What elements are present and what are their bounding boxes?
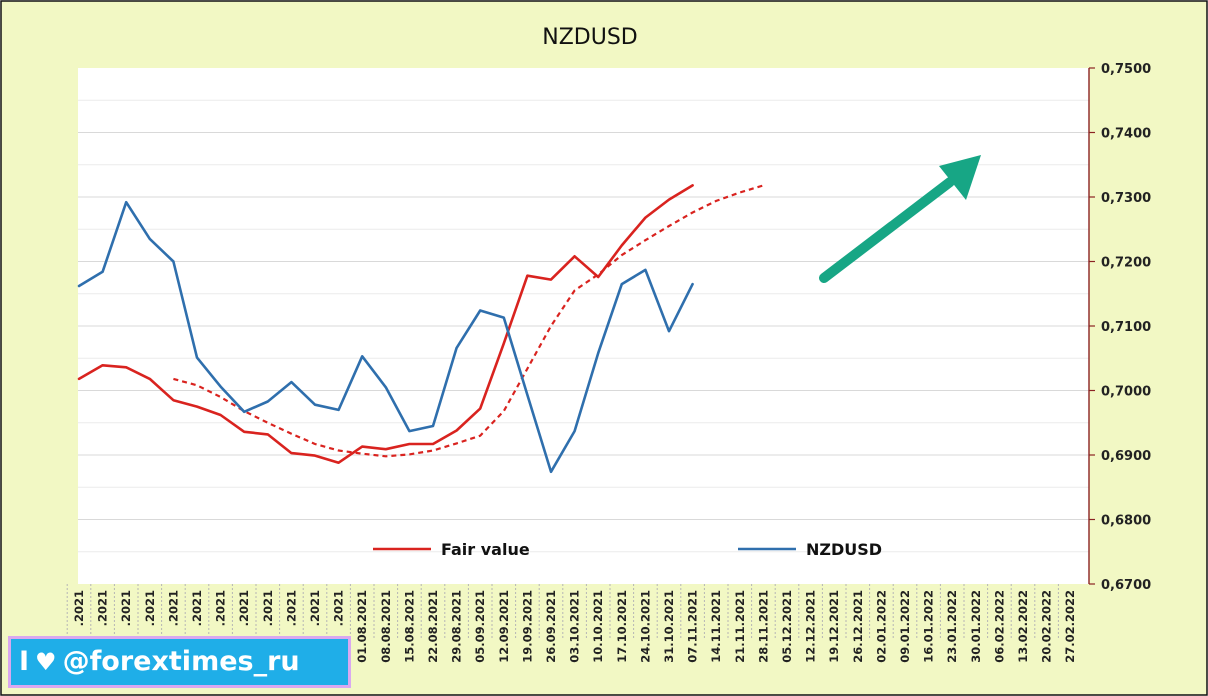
y-tick-label: 0,6800 <box>1101 514 1151 529</box>
x-tick-label: 21.11.2021 <box>733 590 747 663</box>
x-tick-label: 05.12.2021 <box>780 590 794 663</box>
arrow-shaft <box>819 177 955 283</box>
x-tick-label: .2021 <box>214 590 228 626</box>
x-tick-label: .2021 <box>166 590 180 626</box>
x-tick-label: 27.02.2022 <box>1063 590 1077 663</box>
series-line-fair-value <box>77 184 694 464</box>
series-line-dashed-trend <box>173 184 764 458</box>
x-tick-label: 30.01.2022 <box>969 590 983 663</box>
x-tick-label: 02.01.2022 <box>874 590 888 663</box>
y-tick-label: 0,7300 <box>1101 191 1151 206</box>
x-tick-label: 13.02.2022 <box>1016 590 1030 663</box>
x-tick-label: 06.02.2022 <box>992 590 1006 663</box>
heart-icon: ♥ <box>35 648 57 676</box>
x-tick-label: 14.11.2021 <box>709 590 723 663</box>
watermark-prefix: I <box>19 646 30 677</box>
x-tick-label: 24.10.2021 <box>638 590 652 663</box>
x-tick-label: .2021 <box>308 590 322 626</box>
x-tick-label: 10.10.2021 <box>591 590 605 663</box>
x-tick-separators <box>66 584 1059 640</box>
x-tick-label: 26.09.2021 <box>544 590 558 663</box>
chart-title: NZDUSD <box>542 25 637 50</box>
trend-arrow-icon <box>819 155 981 283</box>
x-tick-label: 12.12.2021 <box>804 590 818 663</box>
x-axis: .2021 .2021 .2021 .2021 .2021 .2021 .2021 .2021… <box>72 590 1077 663</box>
x-tick-label: 09.01.2022 <box>898 590 912 663</box>
x-tick-label: 16.01.2022 <box>922 590 936 663</box>
y-tick-label: 0,7400 <box>1101 127 1151 142</box>
x-tick-label: 15.08.2021 <box>402 590 416 663</box>
y-tick-label: 0,6900 <box>1101 449 1151 464</box>
x-tick-label: 22.08.2021 <box>426 590 440 663</box>
x-tick-label: 20.02.2022 <box>1040 590 1054 663</box>
x-tick-label: 12.09.2021 <box>497 590 511 663</box>
x-tick-label: 19.09.2021 <box>520 590 534 663</box>
series-layer <box>77 184 764 474</box>
x-tick-label: .2021 <box>72 590 86 626</box>
y-tick-label: 0,7500 <box>1101 62 1151 77</box>
x-tick-label: .2021 <box>237 590 251 626</box>
series-line-nzdusd <box>77 200 694 474</box>
x-tick-label: .2021 <box>261 590 275 626</box>
x-tick-label: 08.08.2021 <box>379 590 393 663</box>
x-tick-label: .2021 <box>96 590 110 626</box>
y-tick-label: 0,7000 <box>1101 385 1151 400</box>
x-tick-label: 03.10.2021 <box>568 590 582 663</box>
watermark-handle: @forextimes_ru <box>62 646 300 677</box>
watermark-badge: I ♥ @forextimes_ru <box>8 636 351 688</box>
y-tick-label: 0,6700 <box>1101 578 1151 593</box>
legend: Fair value NZDUSD <box>373 540 882 559</box>
x-tick-label: .2021 <box>143 590 157 626</box>
x-tick-label: 01.08.2021 <box>355 590 369 663</box>
x-tick-label: .2021 <box>332 590 346 626</box>
x-tick-label: .2021 <box>190 590 204 626</box>
x-tick-label: 07.11.2021 <box>686 590 700 663</box>
x-tick-label: 19.12.2021 <box>827 590 841 663</box>
x-tick-label: 23.01.2022 <box>945 590 959 663</box>
arrow-head <box>939 155 981 200</box>
legend-label: Fair value <box>441 540 530 559</box>
x-tick-label: .2021 <box>119 590 133 626</box>
x-tick-label: 17.10.2021 <box>615 590 629 663</box>
y-tick-label: 0,7200 <box>1101 256 1151 271</box>
gridlines <box>78 99 1089 553</box>
x-tick-label: 31.10.2021 <box>662 590 676 663</box>
x-tick-label: 28.11.2021 <box>756 590 770 663</box>
y-axis: 0,6700 0,6800 0,6900 0,7000 0,7100 0,7200 0,73… <box>1088 62 1151 593</box>
x-tick-label: 26.12.2021 <box>851 590 865 663</box>
legend-label: NZDUSD <box>806 540 882 559</box>
x-tick-label: 29.08.2021 <box>450 590 464 663</box>
x-tick-label: 05.09.2021 <box>473 590 487 663</box>
y-tick-label: 0,7100 <box>1101 320 1151 335</box>
x-tick-label: .2021 <box>284 590 298 626</box>
